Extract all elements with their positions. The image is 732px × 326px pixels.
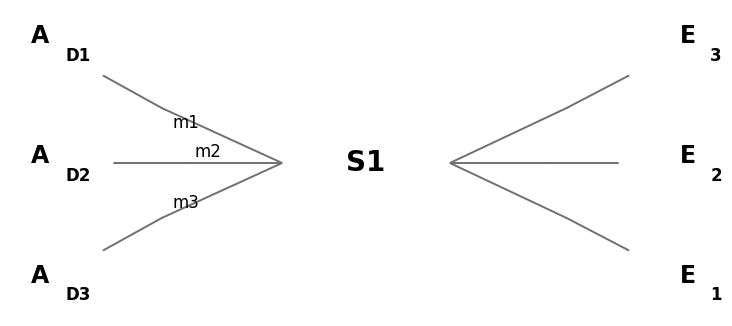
Text: A: A <box>31 264 49 288</box>
Text: D3: D3 <box>66 286 91 304</box>
Text: m1: m1 <box>173 113 200 132</box>
Text: D1: D1 <box>66 47 91 65</box>
Text: A: A <box>31 144 49 168</box>
Text: 2: 2 <box>710 167 722 185</box>
Text: E: E <box>679 144 695 168</box>
Text: 3: 3 <box>710 47 722 65</box>
Text: D2: D2 <box>66 167 91 185</box>
Text: m3: m3 <box>173 194 200 213</box>
Text: 1: 1 <box>710 286 722 304</box>
Text: A: A <box>31 24 49 48</box>
Text: m2: m2 <box>195 143 222 161</box>
Text: E: E <box>679 24 695 48</box>
Text: S1: S1 <box>346 149 386 177</box>
Text: E: E <box>679 264 695 288</box>
